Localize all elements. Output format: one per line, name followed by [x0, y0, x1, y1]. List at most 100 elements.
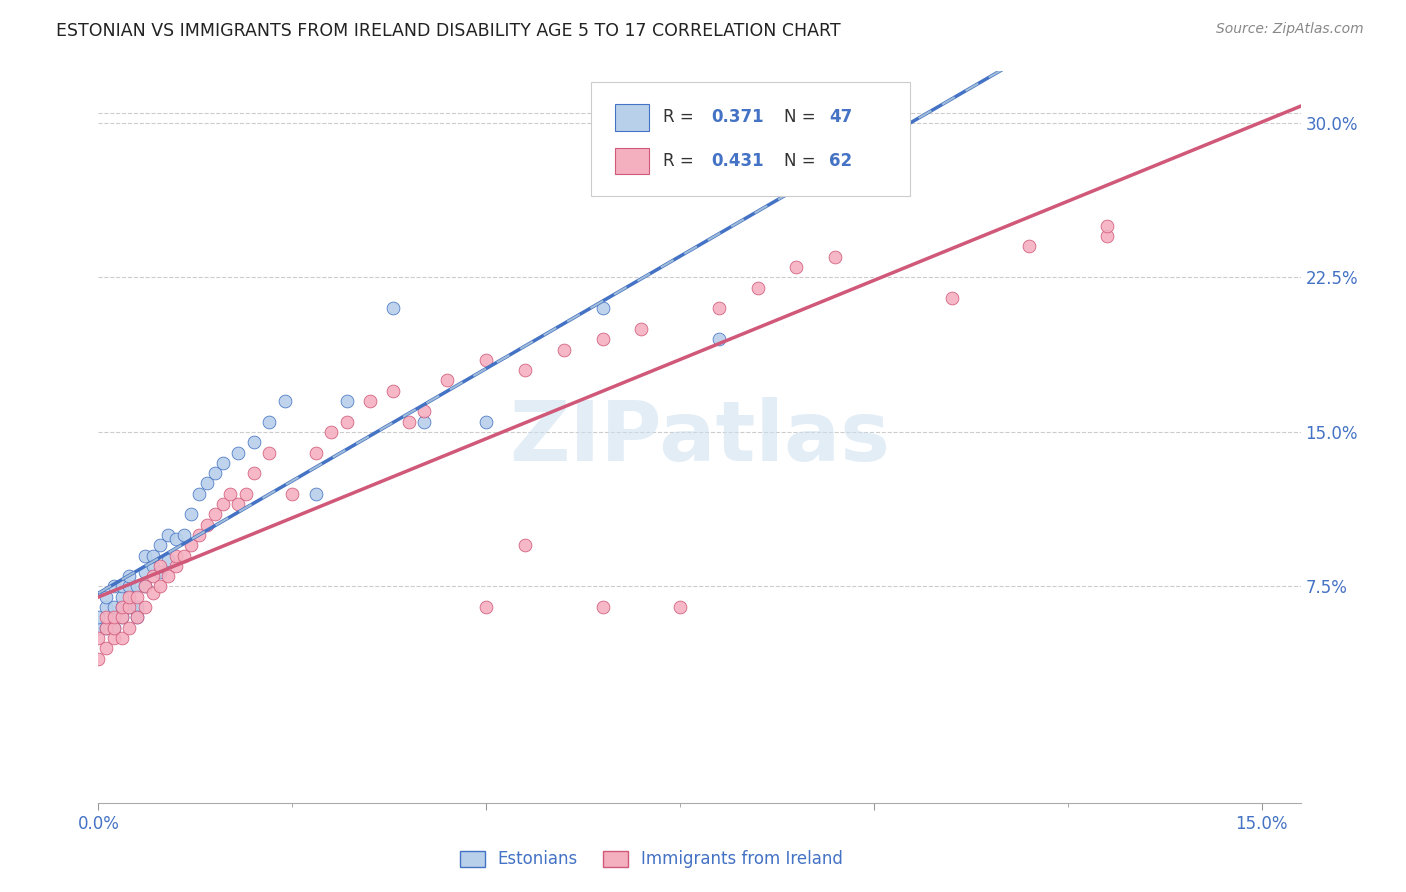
Point — [111, 590, 134, 604]
Point — [1095, 229, 1118, 244]
Text: 47: 47 — [830, 109, 852, 127]
Point — [863, 146, 886, 161]
Point — [336, 394, 359, 409]
Point — [103, 621, 125, 635]
Point — [127, 579, 149, 593]
Text: ZIPatlas: ZIPatlas — [509, 397, 890, 477]
Point — [242, 466, 264, 480]
Point — [134, 600, 156, 615]
Point — [157, 528, 180, 542]
Point — [87, 621, 110, 635]
Point — [142, 549, 165, 563]
Point — [157, 552, 180, 566]
Point — [118, 590, 141, 604]
Point — [281, 487, 304, 501]
Point — [336, 415, 359, 429]
Point — [319, 425, 342, 439]
Point — [142, 585, 165, 599]
Point — [211, 456, 233, 470]
Point — [359, 394, 381, 409]
Point — [669, 600, 692, 615]
Point — [134, 579, 156, 593]
Point — [96, 590, 118, 604]
Point — [111, 579, 134, 593]
Point — [436, 373, 458, 387]
Point — [513, 538, 536, 552]
Legend: Estonians, Immigrants from Ireland: Estonians, Immigrants from Ireland — [453, 844, 851, 875]
Point — [235, 487, 257, 501]
Text: Source: ZipAtlas.com: Source: ZipAtlas.com — [1216, 22, 1364, 37]
Point — [111, 600, 134, 615]
Point — [87, 651, 110, 665]
Point — [707, 332, 730, 346]
Point — [257, 415, 280, 429]
Point — [382, 384, 405, 398]
Point — [513, 363, 536, 377]
Point — [127, 600, 149, 615]
Point — [118, 569, 141, 583]
Point — [103, 631, 125, 645]
Point — [475, 600, 498, 615]
Text: 62: 62 — [830, 153, 852, 170]
Point — [211, 497, 233, 511]
Point — [863, 157, 886, 171]
Point — [118, 600, 141, 615]
Point — [1018, 239, 1040, 253]
Point — [111, 600, 134, 615]
Point — [165, 558, 187, 573]
Point — [747, 281, 769, 295]
Point — [180, 508, 202, 522]
Point — [195, 476, 218, 491]
Point — [824, 250, 846, 264]
Point — [127, 590, 149, 604]
Point — [165, 532, 187, 546]
Point — [242, 435, 264, 450]
Point — [188, 487, 211, 501]
Point — [180, 538, 202, 552]
Point — [475, 415, 498, 429]
Point — [1095, 219, 1118, 233]
Text: R =: R = — [664, 153, 699, 170]
Text: ESTONIAN VS IMMIGRANTS FROM IRELAND DISABILITY AGE 5 TO 17 CORRELATION CHART: ESTONIAN VS IMMIGRANTS FROM IRELAND DISA… — [56, 22, 841, 40]
Point — [103, 621, 125, 635]
Point — [553, 343, 575, 357]
Point — [785, 260, 807, 274]
Point — [413, 404, 436, 418]
Point — [96, 641, 118, 656]
Point — [103, 579, 125, 593]
Text: N =: N = — [783, 153, 821, 170]
Point — [142, 569, 165, 583]
Point — [96, 621, 118, 635]
Point — [103, 610, 125, 624]
Point — [118, 621, 141, 635]
Point — [630, 322, 652, 336]
Point — [149, 538, 172, 552]
Point — [142, 558, 165, 573]
Point — [111, 610, 134, 624]
Point — [103, 610, 125, 624]
Point — [226, 497, 249, 511]
Point — [134, 549, 156, 563]
Point — [111, 631, 134, 645]
Point — [157, 569, 180, 583]
Point — [149, 558, 172, 573]
Point — [592, 332, 614, 346]
Point — [592, 301, 614, 316]
Point — [941, 291, 963, 305]
Point — [188, 528, 211, 542]
Point — [134, 579, 156, 593]
Point — [96, 610, 118, 624]
Point — [96, 600, 118, 615]
Point — [257, 445, 280, 459]
Point — [204, 508, 226, 522]
Point — [382, 301, 405, 316]
Point — [707, 301, 730, 316]
Point — [149, 579, 172, 593]
Point — [127, 610, 149, 624]
Point — [592, 600, 614, 615]
Point — [173, 528, 195, 542]
Point — [219, 487, 242, 501]
Point — [304, 487, 326, 501]
Point — [87, 610, 110, 624]
Point — [165, 549, 187, 563]
